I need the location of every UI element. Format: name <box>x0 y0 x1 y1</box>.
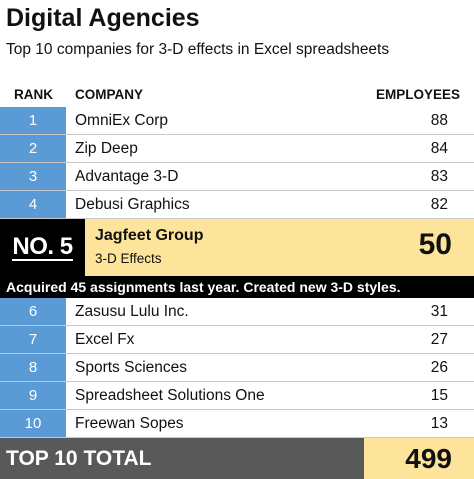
table-row: 10 Freewan Sopes 13 <box>0 410 474 438</box>
featured-employees: 50 <box>418 228 452 261</box>
rank-cell: 4 <box>0 191 66 218</box>
employees-cell: 31 <box>430 302 448 320</box>
table-row: 2 Zip Deep 84 <box>0 135 474 163</box>
table-row: 4 Debusi Graphics 82 <box>0 191 474 219</box>
total-value: 499 <box>364 438 474 479</box>
rows-top: 1 OmniEx Corp 88 2 Zip Deep 84 3 Advanta… <box>0 107 474 219</box>
featured-panel: Jagfeet Group 3-D Effects 50 <box>85 219 474 276</box>
rank-cell: 6 <box>0 298 66 325</box>
company-cell: OmniEx Corp <box>75 111 169 129</box>
table-row: 9 Spreadsheet Solutions One 15 <box>0 382 474 410</box>
company-cell: Sports Sciences <box>75 358 187 376</box>
rows-bottom: 6 Zasusu Lulu Inc. 31 7 Excel Fx 27 8 Sp… <box>0 298 474 438</box>
total-label: TOP 10 TOTAL <box>0 438 364 479</box>
rank-cell: 2 <box>0 135 66 162</box>
employees-cell: 13 <box>430 414 448 432</box>
company-cell: Excel Fx <box>75 330 135 348</box>
page-subtitle: Top 10 companies for 3-D effects in Exce… <box>6 41 390 58</box>
rank-header: RANK <box>14 87 53 102</box>
table-row: 6 Zasusu Lulu Inc. 31 <box>0 298 474 326</box>
company-cell: Zip Deep <box>75 139 138 157</box>
featured-company: NO. 5 Jagfeet Group 3-D Effects 50 Acqui… <box>0 219 474 298</box>
featured-company-name: Jagfeet Group <box>95 227 204 244</box>
rank-cell: 10 <box>0 410 66 437</box>
rank-cell: 8 <box>0 354 66 381</box>
table-row: 3 Advantage 3-D 83 <box>0 163 474 191</box>
employees-cell: 15 <box>430 386 448 404</box>
company-cell: Spreadsheet Solutions One <box>75 386 265 404</box>
rank-cell: 7 <box>0 326 66 353</box>
company-header: COMPANY <box>75 87 144 102</box>
employees-cell: 88 <box>430 111 448 129</box>
featured-category: 3-D Effects <box>95 251 162 266</box>
company-cell: Advantage 3-D <box>75 167 179 185</box>
employees-cell: 83 <box>430 167 448 185</box>
employees-cell: 82 <box>430 195 448 213</box>
table-row: 1 OmniEx Corp 88 <box>0 107 474 135</box>
rank-cell: 1 <box>0 107 66 134</box>
company-cell: Zasusu Lulu Inc. <box>75 302 189 320</box>
rank-cell: 3 <box>0 163 66 190</box>
rank-badge-label: NO. 5 <box>12 232 73 262</box>
table-row: 8 Sports Sciences 26 <box>0 354 474 382</box>
rank-cell: 9 <box>0 382 66 409</box>
rank-badge: NO. 5 <box>0 219 85 276</box>
employees-cell: 84 <box>430 139 448 157</box>
employees-header: EMPLOYEES <box>375 87 460 102</box>
table-row: 7 Excel Fx 27 <box>0 326 474 354</box>
total-row: TOP 10 TOTAL 499 <box>0 438 474 479</box>
employees-cell: 27 <box>430 330 448 348</box>
company-cell: Debusi Graphics <box>75 195 190 213</box>
featured-note: Acquired 45 assignments last year. Creat… <box>0 276 474 298</box>
page-title: Digital Agencies <box>6 4 200 32</box>
employees-cell: 26 <box>430 358 448 376</box>
company-cell: Freewan Sopes <box>75 414 184 432</box>
